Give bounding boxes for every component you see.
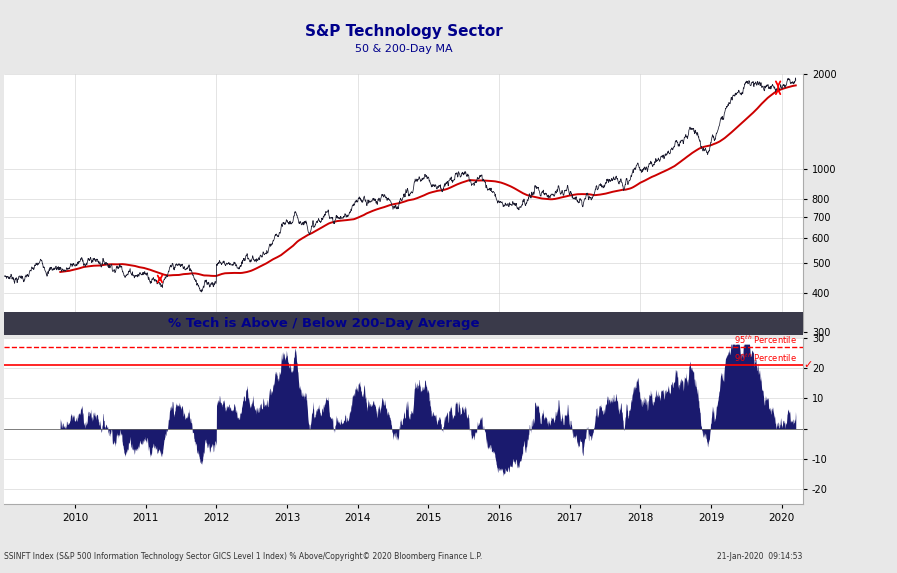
Text: SSINFT Index (S&P 500 Information Technology Sector GICS Level 1 Index) % Above/: SSINFT Index (S&P 500 Information Techno… [4,552,326,560]
Text: % Tech is Above / Below 200-Day Average: % Tech is Above / Below 200-Day Average [168,317,480,330]
Text: S&P Technology Sector: S&P Technology Sector [305,24,502,39]
Text: 21-Jan-2020  09:14:53: 21-Jan-2020 09:14:53 [718,552,803,560]
Text: 90$^{th}$ Percentile: 90$^{th}$ Percentile [734,352,797,364]
Text: 50 & 200-Day MA: 50 & 200-Day MA [355,44,452,54]
Text: 95$^{th}$ Percentile: 95$^{th}$ Percentile [734,333,797,346]
Text: Copyright© 2020 Bloomberg Finance L.P.: Copyright© 2020 Bloomberg Finance L.P. [325,552,483,560]
Text: ✓: ✓ [804,360,813,370]
